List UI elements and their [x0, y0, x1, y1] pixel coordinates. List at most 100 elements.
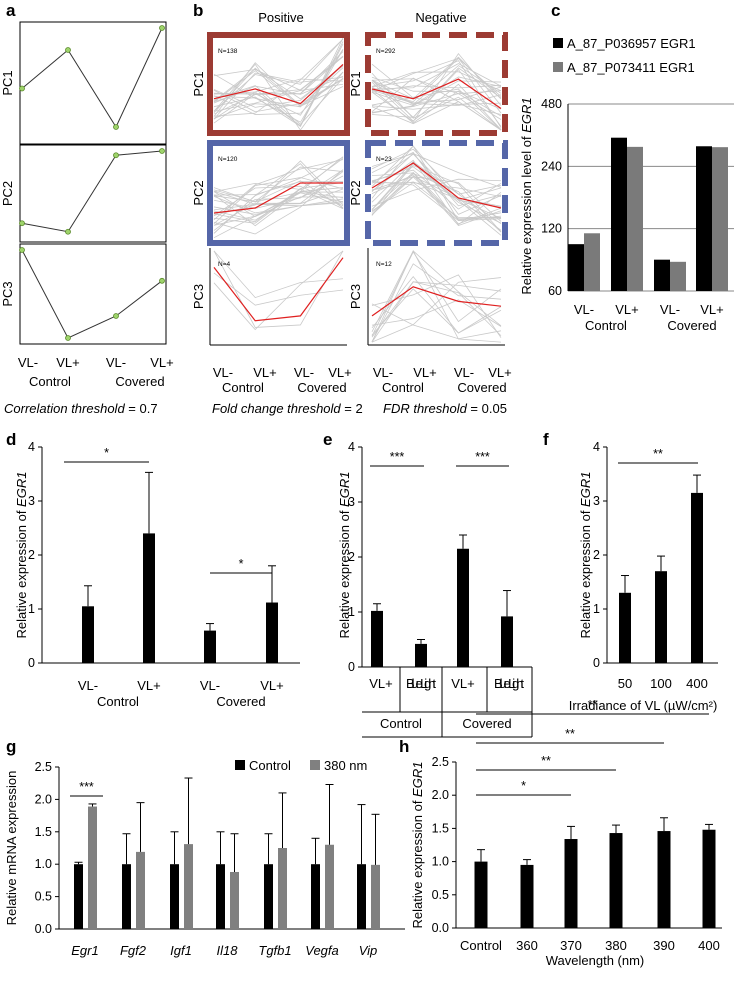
- panel-b-trace: [213, 272, 344, 306]
- panel-label-c: c: [551, 1, 560, 20]
- panel-f-ytick: 4: [593, 440, 600, 454]
- panel-h-significance-1-label: *: [521, 779, 526, 793]
- panel-b-trace: [371, 276, 502, 334]
- panel-e-ytick: 3: [348, 495, 355, 509]
- panel-b-trace: [213, 72, 344, 120]
- panel-e-tick-vl-plus: VL+: [369, 676, 393, 691]
- panel-c-ytick: 240: [541, 159, 562, 173]
- panel-g-legend-swatch-control: [235, 760, 245, 770]
- panel-b-trace: [371, 281, 502, 338]
- panel-b-trace: [213, 71, 344, 115]
- panel-h-ytick: 0.0: [432, 921, 449, 935]
- panel-h-bar: [702, 829, 716, 928]
- panel-e-ylabel-prefix: Relative expression of: [337, 507, 352, 639]
- panel-f-tick: 400: [686, 676, 708, 691]
- panel-b-column-positive: Positive: [258, 10, 304, 25]
- panel-b-tick: VL-: [213, 365, 233, 380]
- panel-d-tick: VL+: [137, 678, 161, 693]
- panel-b-trace: [371, 63, 502, 115]
- panel-a-line-pc3: [21, 249, 163, 339]
- panel-h-ylabel-prefix: Relative expression of: [410, 797, 425, 929]
- panel-f-xlabel: Irradiance of VL (µW/cm²): [569, 698, 718, 713]
- panel-b-trace: [371, 165, 502, 233]
- panel-b-n-label: N=138: [218, 48, 238, 55]
- panel-f-bar: [691, 492, 703, 663]
- panel-b-tick: VL+: [488, 365, 512, 380]
- panel-f-bar: [619, 592, 631, 663]
- panel-b-mean-line: [213, 182, 343, 214]
- panel-g-legend-label-control: Control: [249, 758, 291, 773]
- panel-e-ylabel: Relative expression of EGR1: [337, 472, 352, 639]
- panel-a-tick: VL+: [56, 355, 80, 370]
- panel-b-trace: [213, 78, 344, 113]
- panel-a-tick: VL-: [106, 355, 126, 370]
- panel-b-row-label-pc2: PC2: [348, 180, 363, 205]
- panel-b-trace: [371, 57, 502, 103]
- panel-f-ylabel-gene: EGR1: [578, 472, 593, 507]
- panel-b-caption-fdr: FDR threshold = 0.05: [383, 401, 507, 416]
- panel-a-row-label-pc1: PC1: [0, 70, 15, 95]
- panel-b-row-label-pc3: PC3: [191, 284, 206, 309]
- panel-b-tick: VL+: [413, 365, 437, 380]
- panel-c-tick: VL-: [574, 302, 594, 317]
- panel-b-trace: [371, 63, 502, 90]
- panel-b-caption-fdr-value: = 0.05: [467, 401, 507, 416]
- panel-c-group-control: Control: [585, 318, 627, 333]
- panel-h-tick: 360: [516, 938, 538, 953]
- panel-c-bar-1: [568, 244, 584, 291]
- panel-d-bar: [143, 533, 155, 663]
- panel-b-trace: [371, 281, 502, 343]
- panel-b-trace: [213, 171, 344, 226]
- panel-b-trace: [213, 250, 344, 331]
- panel-a-frame-pc1: [19, 21, 167, 145]
- panel-e-ytick: 4: [348, 440, 355, 454]
- panel-e-ytick: 0: [348, 660, 355, 674]
- panel-b-frame-pc1-negative: [365, 32, 508, 136]
- panel-e-ylabel-gene: EGR1: [337, 472, 352, 507]
- panel-c-bar-2: [584, 233, 600, 291]
- panel-g-bar-control: [357, 864, 366, 929]
- panel-c-tick: VL-: [660, 302, 680, 317]
- panel-b-trace: [213, 156, 344, 239]
- panel-h-ytick: 2.5: [432, 755, 449, 769]
- panel-g-tick: Egr1: [71, 943, 98, 958]
- panel-c-bar-2: [712, 147, 728, 291]
- panel-h-tick: 380: [605, 938, 627, 953]
- panel-b-trace: [371, 250, 502, 343]
- panel-h-bar: [657, 831, 671, 928]
- panel-g-legend-swatch-380nm: [310, 760, 320, 770]
- panel-g-ytick: 0.0: [35, 922, 52, 936]
- panel-g-bar-control: [264, 864, 273, 929]
- panel-b-trace: [213, 65, 344, 102]
- panel-b-column-negative: Negative: [415, 10, 466, 25]
- panel-f-ytick: 3: [593, 494, 600, 508]
- panel-g-ytick: 1.0: [35, 857, 52, 871]
- panel-b-row-label-pc2: PC2: [191, 180, 206, 205]
- panel-b-trace: [371, 68, 502, 127]
- panel-b-tick: VL+: [253, 365, 277, 380]
- panel-b-tick: VL+: [328, 365, 352, 380]
- panel-c-bar-1: [696, 146, 712, 291]
- panel-b-caption-fdr-italic: FDR threshold: [383, 401, 468, 416]
- panel-a-row-label-pc2: PC2: [0, 181, 15, 206]
- panel-c-legend-swatch-1: [553, 38, 563, 48]
- panel-d-ylabel-gene: EGR1: [14, 472, 29, 507]
- panel-h-ylabel-gene: EGR1: [410, 762, 425, 797]
- panel-d-significance-2-label: *: [239, 557, 244, 571]
- panel-c-ylabel: Relative expression level of EGR1: [519, 97, 534, 294]
- panel-c-ylabel-prefix: Relative expression level of: [519, 133, 534, 295]
- panel-c-ylabel-gene: EGR1: [519, 97, 534, 132]
- panel-g-tick: Tgfb1: [258, 943, 291, 958]
- panel-h-ytick: 0.5: [432, 888, 449, 902]
- panel-b-trace: [371, 102, 502, 110]
- panel-e-ytick: 1: [348, 605, 355, 619]
- panel-b-trace: [213, 250, 344, 328]
- panel-b-trace: [371, 57, 502, 114]
- panel-g-bar-control: [74, 864, 83, 929]
- panel-c-legend-label-2: A_87_P073411 EGR1: [567, 60, 695, 75]
- panel-f-ytick: 2: [593, 548, 600, 562]
- panel-b-trace: [213, 182, 344, 223]
- panel-d-ylabel: Relative expression of EGR1: [14, 472, 29, 639]
- panel-a-point: [113, 313, 119, 319]
- panel-b-trace: [213, 195, 344, 214]
